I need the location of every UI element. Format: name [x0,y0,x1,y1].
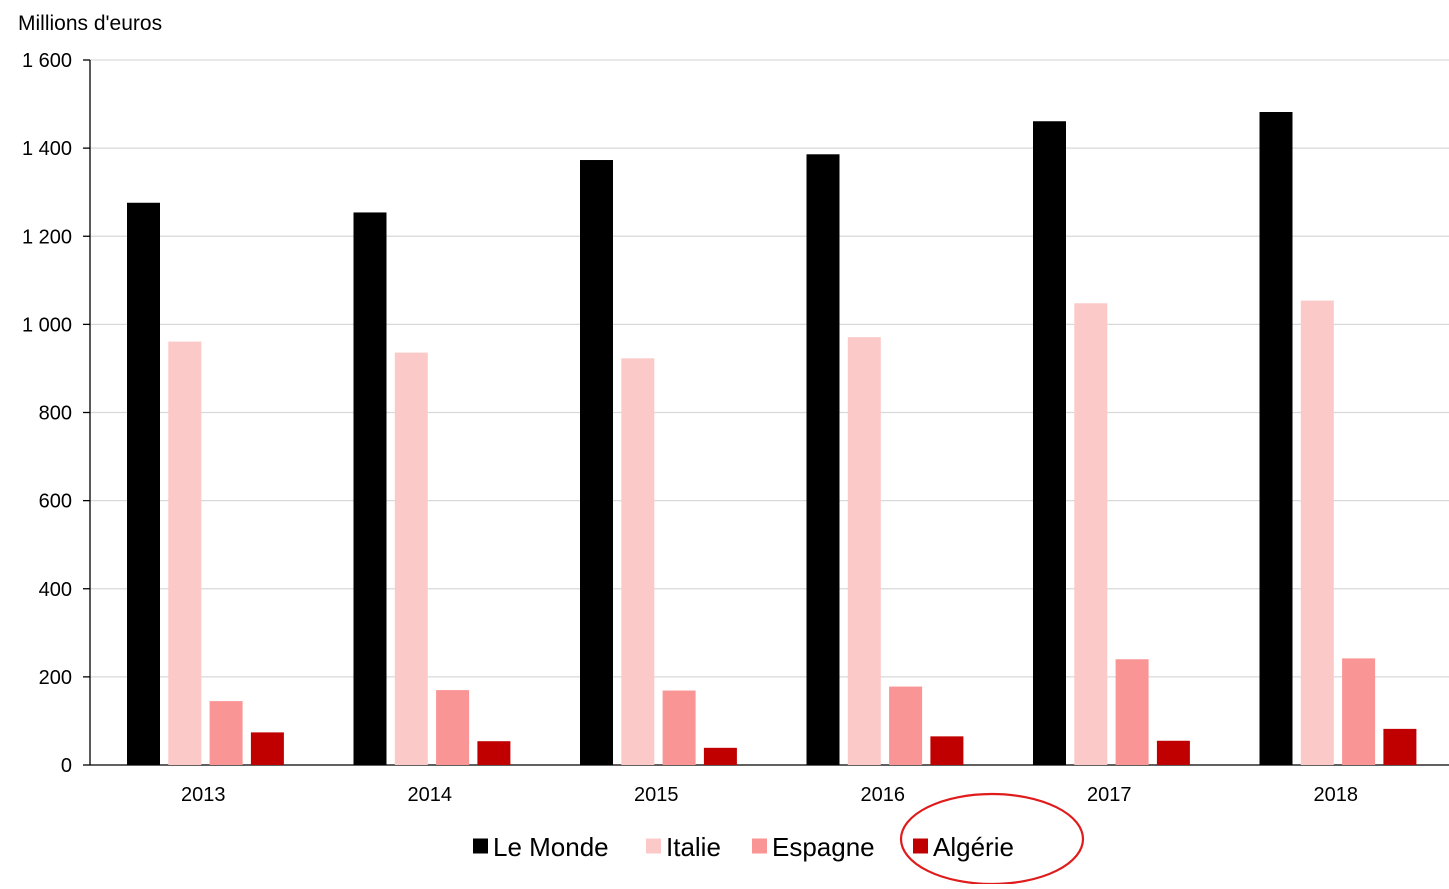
bar-alg-rie-2016 [930,736,964,765]
bars [127,111,1417,766]
x-tick-labels: 2013 2014 2015 2016 2017 2018 [181,784,1358,806]
bar-italie-2014 [394,352,428,765]
x-tick-label: 2015 [634,784,679,806]
bar-italie-2018 [1300,300,1334,765]
bar-italie-2015 [621,358,655,765]
bar-espagne-2017 [1115,659,1149,765]
bar-le-monde-2015 [580,160,613,766]
bar-alg-rie-2017 [1156,740,1190,765]
y-tick-label: 1 600 [22,50,72,72]
bar-alg-rie-2018 [1383,728,1417,765]
bar-le-monde-2016 [806,154,840,765]
bar-espagne-2018 [1342,658,1376,765]
bar-espagne-2016 [889,686,923,765]
y-tick-label: 200 [39,667,72,689]
bar-le-monde-2014 [353,212,387,766]
bar-italie-2016 [847,337,881,765]
y-tick-label: 800 [39,403,72,425]
y-tick-label: 1 200 [22,226,72,248]
bar-espagne-2013 [209,701,243,765]
x-tick-label: 2013 [181,784,226,806]
x-tick-label: 2014 [408,784,453,806]
bar-espagne-2014 [436,690,470,765]
legend-swatch [913,838,928,854]
bar-le-monde-2013 [127,202,160,765]
x-tick-label: 2016 [861,784,906,806]
y-tick-label: 0 [61,755,72,777]
y-tick-label: 1 400 [22,138,72,160]
bar-alg-rie-2015 [703,747,737,765]
legend-label: Espagne [772,832,875,862]
x-tick-label: 2018 [1314,784,1359,806]
x-tick-label: 2017 [1087,784,1132,806]
bar-italie-2017 [1074,303,1108,765]
bar-espagne-2015 [662,690,696,765]
y-axis-label: Millions d'euros [18,12,162,35]
bar-alg-rie-2013 [250,732,284,765]
legend-label: Le Monde [493,832,609,862]
legend-swatch [646,838,661,854]
legend: Le Monde Italie Espagne Algérie [473,832,1014,862]
gridlines [90,59,1449,678]
axes: Millions d'euros 0 200 400 600 800 1 000 1 200… [18,12,1449,777]
bar-le-monde-2018 [1259,111,1293,765]
legend-label: Algérie [933,832,1014,862]
y-tick-label: 1 000 [22,314,72,336]
legend-swatch [473,838,488,854]
bar-italie-2013 [168,341,202,765]
legend-label: Italie [666,832,721,862]
legend-swatch [752,838,767,854]
bar-alg-rie-2014 [477,741,511,765]
bar-le-monde-2017 [1033,121,1066,765]
y-tick-label: 600 [39,491,72,513]
y-tick-label: 400 [39,579,72,601]
